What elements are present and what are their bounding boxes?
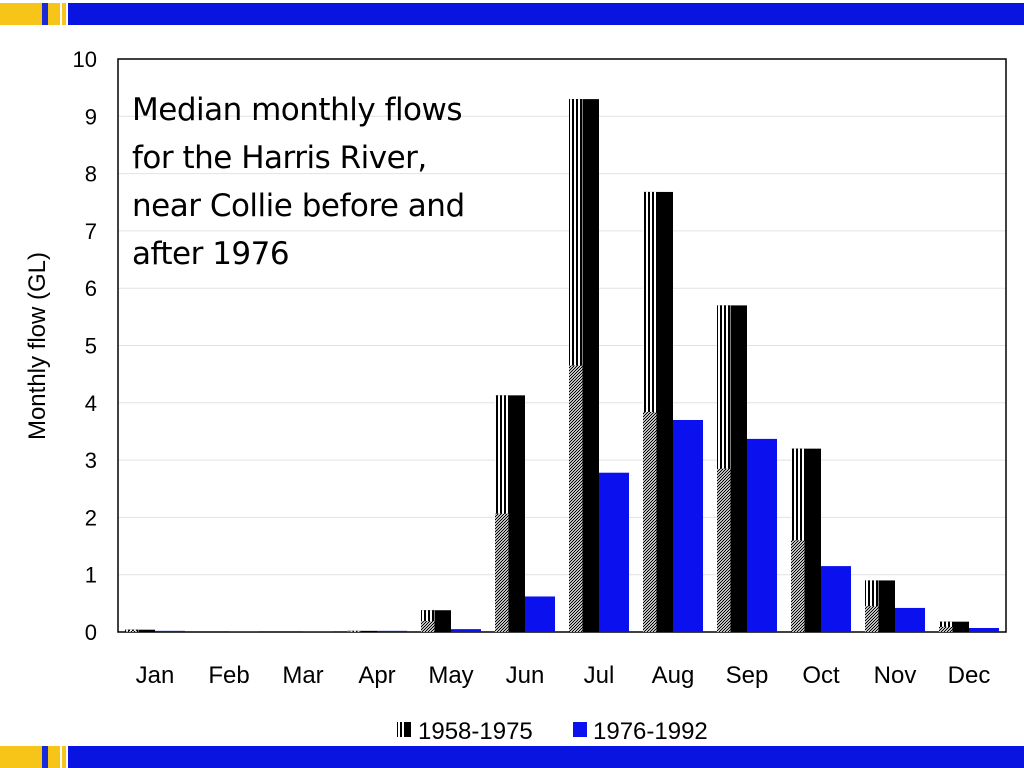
x-tick-label: May <box>428 662 473 689</box>
y-tick-label: 9 <box>85 104 97 129</box>
bottom-band-yellow-block <box>62 746 66 768</box>
bar-1976-1992 <box>599 472 629 632</box>
bottom-band-blue-gap <box>42 746 48 768</box>
bar-1976-1992 <box>229 631 259 632</box>
y-tick-label: 2 <box>85 505 97 530</box>
y-tick-label: 0 <box>85 620 97 645</box>
legend-swatch-1976-1992 <box>573 722 587 737</box>
bar-1958-1975 <box>495 395 525 632</box>
x-tick-label: Sep <box>726 662 769 689</box>
bottom-band-yellow-block <box>48 746 60 768</box>
chart-title-line: near Collie before and <box>132 188 465 224</box>
top-band-yellow-block <box>0 3 42 25</box>
x-tick-label: Aug <box>652 662 695 689</box>
top-band-yellow-block <box>62 3 66 25</box>
bottom-decor-band <box>0 746 1024 768</box>
y-tick-labels: 0 1 2 3 4 5 6 7 8 9 10 <box>73 47 97 645</box>
top-band-blue-gap <box>42 3 48 25</box>
grid-lines <box>118 115 1006 576</box>
chart-title-line: Median monthly flows <box>132 92 463 128</box>
y-tick-label: 3 <box>85 448 97 473</box>
y-tick-label: 5 <box>85 334 97 359</box>
y-tick-label: 10 <box>73 47 97 72</box>
bar-1958-1975 <box>717 305 747 632</box>
bars <box>125 99 999 633</box>
legend: 1958-1975 1976-1992 <box>397 718 708 745</box>
bottom-band-blue-bar <box>68 746 1024 768</box>
legend-swatch-1958-1975 <box>397 722 411 737</box>
x-tick-label: Feb <box>208 662 249 689</box>
bar-1958-1975 <box>939 621 969 632</box>
chart-title-line: for the Harris River, <box>132 140 427 176</box>
chart-title-line: after 1976 <box>132 236 290 272</box>
y-tick-label: 7 <box>85 219 97 244</box>
bar-1958-1975 <box>865 580 895 632</box>
bar-1976-1992 <box>525 596 555 632</box>
bar-1976-1992 <box>377 630 407 632</box>
legend-label-1958-1975: 1958-1975 <box>418 718 533 745</box>
x-tick-label: Jul <box>584 662 615 689</box>
x-tick-label: Apr <box>358 662 395 689</box>
x-tick-label: Nov <box>874 662 917 689</box>
bar-1958-1975 <box>125 629 155 632</box>
x-tick-label: Oct <box>802 662 840 689</box>
plot-frame <box>117 58 1007 633</box>
bar-1976-1992 <box>821 566 851 632</box>
top-band-blue-bar <box>68 3 1024 25</box>
y-tick-label: 4 <box>85 391 97 416</box>
bar-1958-1975 <box>643 191 673 632</box>
x-tick-label: Dec <box>948 662 991 689</box>
bar-1958-1975 <box>347 630 377 632</box>
x-tick-labels: Jan Feb Mar Apr May Jun Jul Aug Sep Oct Nov Dec <box>136 662 991 689</box>
top-band-yellow-block <box>48 3 60 25</box>
bar-1976-1992 <box>969 627 999 632</box>
bar-1976-1992 <box>895 607 925 632</box>
bar-1958-1975 <box>421 610 451 632</box>
y-tick-label: 6 <box>85 276 97 301</box>
legend-label-1976-1992: 1976-1992 <box>593 718 708 745</box>
bar-1976-1992 <box>747 438 777 632</box>
y-tick-label: 8 <box>85 162 97 187</box>
bar-1976-1992 <box>451 629 481 632</box>
bar-1958-1975 <box>569 99 599 633</box>
x-tick-label: Jun <box>506 662 545 689</box>
y-axis-label: Monthly flow (GL) <box>24 252 51 440</box>
bar-1958-1975 <box>791 448 821 632</box>
bar-1976-1992 <box>673 419 703 632</box>
bottom-band-yellow-block <box>0 746 42 768</box>
x-tick-label: Jan <box>136 662 175 689</box>
top-decor-band <box>0 3 1024 25</box>
chart-title: Median monthly flows for the Harris Rive… <box>132 86 532 278</box>
x-tick-label: Mar <box>282 662 323 689</box>
bar-1976-1992 <box>303 631 333 632</box>
y-tick-label: 1 <box>85 563 97 588</box>
bar-1976-1992 <box>155 630 185 632</box>
